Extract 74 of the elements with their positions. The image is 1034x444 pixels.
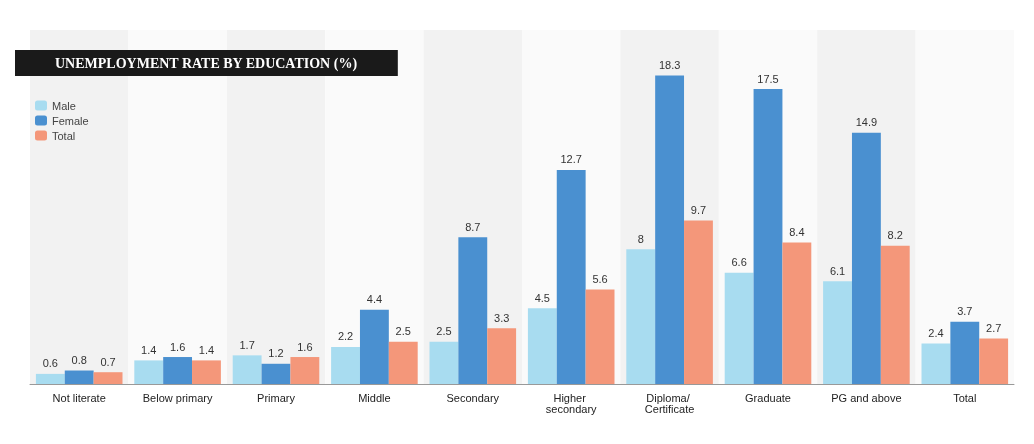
bar (388, 341, 418, 384)
x-tick-label: Diploma/ Certificate (644, 391, 695, 415)
data-label: 0.8 (71, 354, 87, 367)
bar (950, 321, 980, 384)
data-label: 17.5 (757, 72, 779, 85)
bar (35, 373, 65, 384)
x-tick-label: Higher secondary (545, 391, 598, 415)
legend-label: Total (52, 129, 76, 142)
bar (851, 132, 881, 384)
data-label: 2.5 (395, 325, 411, 338)
bar (585, 289, 615, 384)
data-label: 0.6 (42, 357, 58, 370)
bar (93, 372, 123, 384)
x-tick-label: Below primary (142, 391, 213, 404)
data-label: 8 (637, 232, 644, 245)
bar (487, 328, 517, 384)
data-label: 0.7 (100, 355, 116, 368)
legend-label: Female (52, 114, 89, 127)
bar (429, 341, 459, 384)
chart-title: UNEMPLOYMENT RATE BY EDUCATION (%) (55, 55, 358, 72)
x-tick-label: Not literate (52, 391, 106, 404)
bar (331, 346, 360, 384)
data-label: 2.2 (337, 330, 354, 343)
x-tick-label: Graduate (745, 391, 791, 404)
data-label: 6.6 (731, 256, 747, 269)
data-label: 8.7 (465, 220, 481, 233)
data-label: 2.5 (436, 325, 452, 338)
bar (192, 360, 221, 384)
bar (359, 309, 389, 384)
data-label: 8.2 (887, 229, 903, 242)
data-label: 3.3 (494, 311, 510, 324)
bar (290, 357, 320, 384)
x-tick-label: PG and above (831, 391, 902, 404)
bar (782, 242, 812, 384)
bar (458, 237, 488, 384)
bar (753, 89, 783, 384)
x-tick-label: Secondary (446, 391, 500, 404)
bar (556, 169, 586, 384)
bar (823, 281, 852, 384)
data-label: 4.5 (534, 291, 550, 304)
data-label: 2.7 (986, 321, 1002, 334)
bar (979, 338, 1009, 384)
bar (527, 308, 557, 384)
data-label: 9.7 (690, 203, 707, 216)
data-label: 1.6 (297, 340, 313, 353)
x-tick-label: Middle (358, 391, 391, 404)
data-label: 2.4 (928, 327, 944, 340)
data-label: 18.3 (658, 59, 681, 72)
bar (684, 220, 713, 384)
legend-label: Male (52, 99, 76, 112)
bar (880, 245, 910, 384)
bar (163, 357, 193, 384)
bar (724, 272, 754, 384)
data-label: 1.4 (141, 343, 157, 356)
bar (134, 360, 164, 384)
bar (232, 355, 262, 384)
bar (626, 249, 656, 384)
bar (261, 363, 291, 384)
data-label: 1.7 (239, 338, 255, 351)
bar (921, 343, 951, 384)
bar (655, 75, 685, 384)
data-label: 8.4 (789, 225, 805, 238)
data-label: 1.6 (169, 340, 186, 353)
data-label: 12.7 (560, 153, 582, 166)
bar (64, 370, 94, 384)
data-label: 4.4 (366, 293, 383, 306)
data-label: 1.2 (268, 347, 284, 360)
data-label: 5.6 (592, 273, 608, 286)
x-tick-label: Total (953, 391, 977, 404)
data-label: 14.9 (855, 116, 878, 129)
data-label: 3.7 (957, 305, 973, 318)
x-tick-label: Primary (257, 391, 296, 404)
data-label: 1.4 (198, 343, 215, 356)
data-label: 6.1 (829, 264, 846, 277)
